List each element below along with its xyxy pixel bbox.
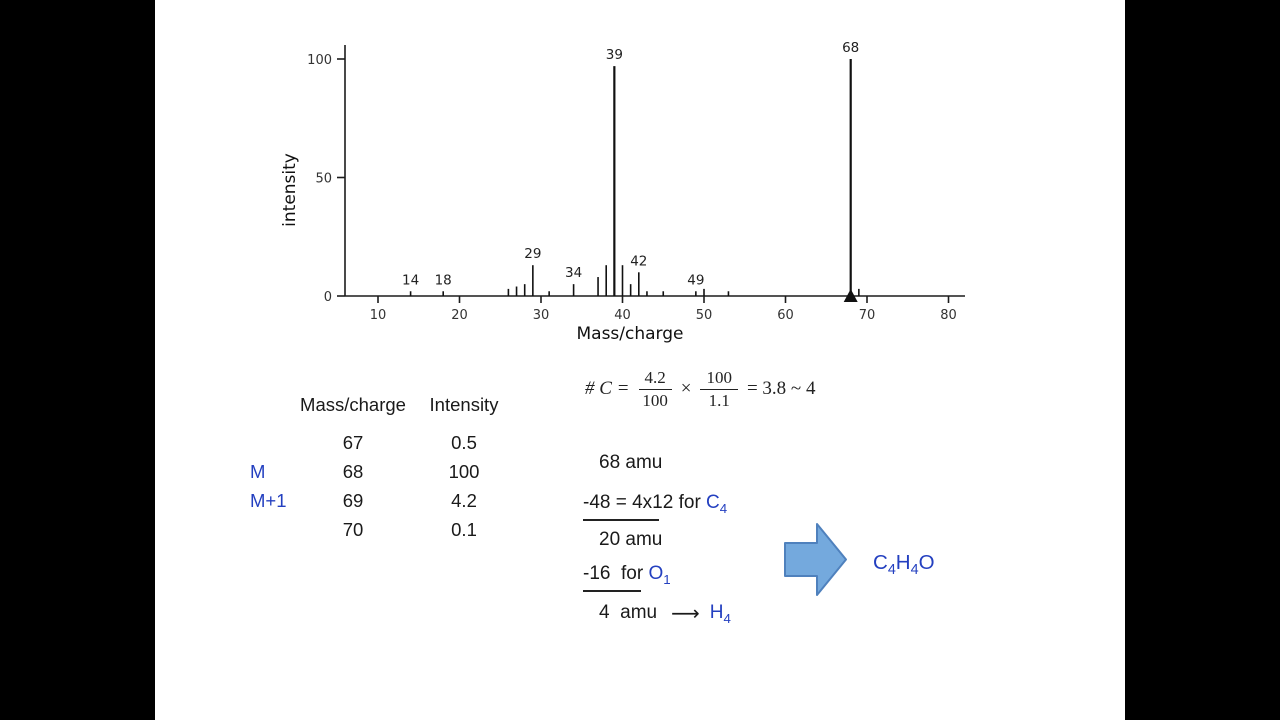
row-mass: 69 bbox=[342, 489, 364, 511]
calc-line-4amu: 4 amu ⟶ H4 bbox=[583, 600, 731, 626]
y-axis-title: intensity bbox=[280, 153, 300, 227]
fraction-2-denominator: 1.1 bbox=[708, 390, 730, 410]
x-tick-label: 70 bbox=[859, 308, 876, 323]
molecular-ion-marker-icon bbox=[843, 289, 858, 302]
result-O: O bbox=[918, 551, 935, 574]
calc-line-minus16: -16 for O1 bbox=[583, 561, 731, 587]
y-tick-label: 50 bbox=[315, 172, 332, 187]
table-row: 70 0.1 bbox=[215, 515, 509, 544]
fraction-1-denominator: 100 bbox=[642, 390, 668, 410]
row-marker-M: M bbox=[250, 460, 266, 482]
x-tick-label: 20 bbox=[451, 308, 468, 323]
calc-line-20amu: 20 amu bbox=[583, 527, 731, 553]
x-tick-label: 40 bbox=[614, 308, 631, 323]
x-tick-label: 60 bbox=[777, 308, 794, 323]
header-mass-charge: Mass/charge bbox=[300, 394, 406, 415]
calc-line-68amu: 68 amu bbox=[583, 450, 731, 476]
mass-subtraction-working: 68 amu -48 = 4x12 for C4 20 amu -16 for … bbox=[583, 450, 731, 626]
row-intensity: 4.2 bbox=[451, 489, 477, 511]
result-H: H bbox=[895, 551, 911, 574]
peak-label: 18 bbox=[435, 272, 452, 288]
row-intensity: 100 bbox=[448, 460, 480, 482]
mass-spectrum-chart: 0 50 100 10 20 30 40 50 60 70 80 14 18 29 34 39 42 49 68 Ma… bbox=[265, 25, 985, 360]
element-O: O1 bbox=[648, 563, 671, 587]
carbon-count-formula: # C = 4.2 100 × 100 1.1 = 3.8 ~ 4 bbox=[585, 368, 815, 410]
block-arrow-icon bbox=[784, 523, 847, 596]
right-arrow-icon: ⟶ bbox=[671, 601, 700, 625]
row-intensity: 0.5 bbox=[451, 431, 477, 453]
peak-label: 49 bbox=[687, 272, 704, 288]
element-C: C4 bbox=[706, 492, 728, 516]
row-intensity: 0.1 bbox=[451, 518, 477, 540]
spectrum-svg: 0 50 100 10 20 30 40 50 60 70 80 14 18 29 34 39 42 49 68 Ma… bbox=[280, 40, 965, 344]
fraction-2-numerator: 100 bbox=[700, 368, 738, 390]
table-row: 67 0.5 bbox=[215, 428, 509, 457]
calc-text: -16 for bbox=[583, 563, 649, 584]
subtraction-rule bbox=[583, 590, 641, 592]
peak-label: 68 bbox=[842, 40, 859, 56]
slide: 0 50 100 10 20 30 40 50 60 70 80 14 18 29 34 39 42 49 68 Ma… bbox=[155, 0, 1125, 720]
calc-text: 20 amu bbox=[599, 529, 663, 550]
y-tick-label: 0 bbox=[324, 290, 332, 305]
x-tick-label: 30 bbox=[533, 308, 550, 323]
x-axis-title: Mass/charge bbox=[576, 324, 683, 344]
x-tick-label: 80 bbox=[940, 308, 957, 323]
calc-text: 68 amu bbox=[599, 452, 663, 473]
row-mass: 68 bbox=[342, 460, 364, 482]
header-intensity: Intensity bbox=[429, 394, 499, 415]
peak-label: 34 bbox=[565, 265, 582, 281]
row-mass: 67 bbox=[342, 431, 364, 453]
table-row: M 68 100 bbox=[215, 457, 509, 486]
formula-lhs: # C = bbox=[585, 378, 630, 400]
calc-text: -48 = 4x12 for bbox=[583, 492, 707, 513]
calc-text: 4 amu bbox=[599, 602, 658, 623]
x-tick-label: 10 bbox=[370, 308, 387, 323]
peak-label: 42 bbox=[630, 253, 647, 269]
table-header: Mass/charge Intensity bbox=[215, 392, 509, 418]
fraction-2: 100 1.1 bbox=[700, 368, 738, 410]
mass-intensity-table: Mass/charge Intensity 67 0.5 M 68 100 M+… bbox=[215, 392, 509, 544]
peak-label: 39 bbox=[606, 47, 623, 63]
fraction-1-numerator: 4.2 bbox=[638, 368, 672, 390]
result-C: C bbox=[873, 551, 888, 574]
table-row: M+1 69 4.2 bbox=[215, 486, 509, 515]
element-H: H4 bbox=[709, 602, 731, 626]
multiply-operator: × bbox=[680, 378, 692, 400]
subtraction-rule bbox=[583, 519, 659, 521]
peak-label: 14 bbox=[402, 272, 419, 288]
formula-result: = 3.8 ~ 4 bbox=[746, 378, 816, 400]
y-tick-label: 100 bbox=[307, 53, 332, 68]
fraction-1: 4.2 100 bbox=[638, 368, 672, 410]
x-tick-label: 50 bbox=[696, 308, 713, 323]
peak-label: 29 bbox=[524, 246, 541, 262]
row-mass: 70 bbox=[342, 518, 364, 540]
molecular-formula-result: C4H4O bbox=[873, 551, 935, 579]
row-marker-M-plus-1: M+1 bbox=[250, 489, 287, 511]
calc-line-minus48: -48 = 4x12 for C4 bbox=[583, 490, 731, 516]
